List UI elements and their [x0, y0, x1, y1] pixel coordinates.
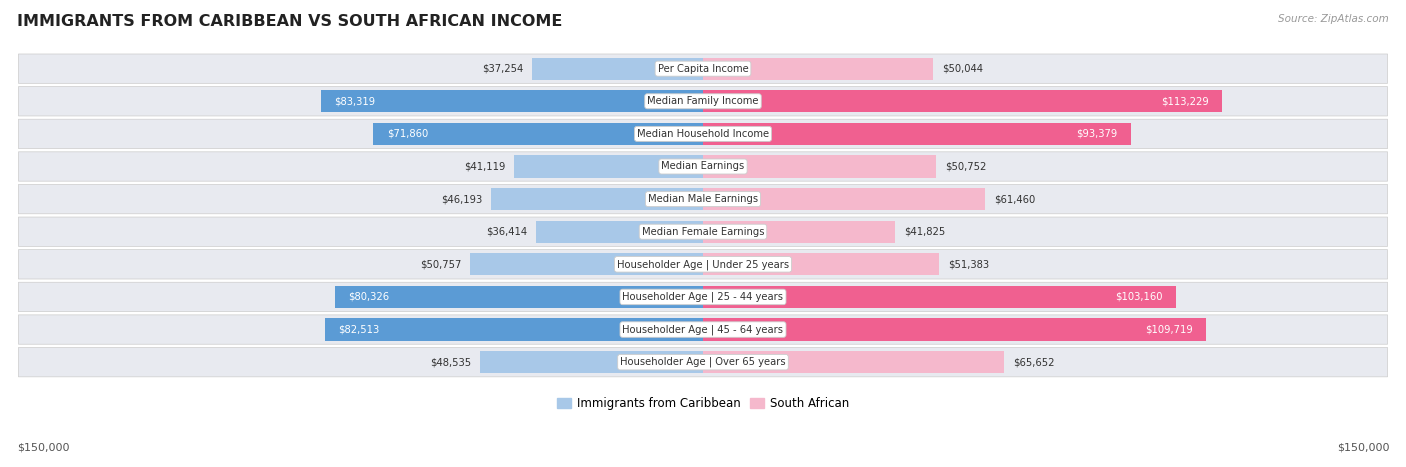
Bar: [703, 123, 1132, 145]
Bar: [335, 286, 703, 308]
Text: $150,000: $150,000: [1337, 443, 1389, 453]
Text: $80,326: $80,326: [349, 292, 389, 302]
FancyBboxPatch shape: [18, 119, 1388, 149]
Text: $109,719: $109,719: [1144, 325, 1192, 334]
Text: $82,513: $82,513: [339, 325, 380, 334]
Bar: [703, 57, 932, 80]
Bar: [536, 220, 703, 243]
Bar: [374, 123, 703, 145]
FancyBboxPatch shape: [18, 184, 1388, 214]
Bar: [703, 220, 894, 243]
FancyBboxPatch shape: [18, 86, 1388, 116]
Text: $103,160: $103,160: [1115, 292, 1163, 302]
Text: $113,229: $113,229: [1161, 96, 1209, 106]
Text: Per Capita Income: Per Capita Income: [658, 64, 748, 74]
Bar: [703, 318, 1206, 340]
Bar: [703, 286, 1177, 308]
Bar: [703, 156, 936, 177]
FancyBboxPatch shape: [18, 347, 1388, 377]
FancyBboxPatch shape: [18, 152, 1388, 181]
Text: Median Family Income: Median Family Income: [647, 96, 759, 106]
Text: $65,652: $65,652: [1014, 357, 1054, 367]
Text: $46,193: $46,193: [440, 194, 482, 204]
Text: Median Female Earnings: Median Female Earnings: [641, 226, 765, 237]
Bar: [703, 90, 1222, 113]
Bar: [321, 90, 703, 113]
Text: $50,752: $50,752: [945, 162, 987, 171]
Text: Householder Age | 45 - 64 years: Householder Age | 45 - 64 years: [623, 324, 783, 335]
Text: $36,414: $36,414: [485, 226, 527, 237]
Text: Median Male Earnings: Median Male Earnings: [648, 194, 758, 204]
Bar: [531, 57, 703, 80]
Text: $93,379: $93,379: [1076, 129, 1118, 139]
Text: $48,535: $48,535: [430, 357, 471, 367]
Text: Householder Age | Under 25 years: Householder Age | Under 25 years: [617, 259, 789, 269]
Text: $61,460: $61,460: [994, 194, 1035, 204]
Bar: [703, 253, 939, 276]
Text: $50,757: $50,757: [419, 259, 461, 269]
FancyBboxPatch shape: [18, 54, 1388, 83]
Bar: [703, 351, 1004, 373]
Text: IMMIGRANTS FROM CARIBBEAN VS SOUTH AFRICAN INCOME: IMMIGRANTS FROM CARIBBEAN VS SOUTH AFRIC…: [17, 14, 562, 29]
Bar: [325, 318, 703, 340]
Text: $41,119: $41,119: [464, 162, 505, 171]
Bar: [470, 253, 703, 276]
Bar: [515, 156, 703, 177]
FancyBboxPatch shape: [18, 217, 1388, 247]
Bar: [481, 351, 703, 373]
FancyBboxPatch shape: [18, 315, 1388, 344]
Legend: Immigrants from Caribbean, South African: Immigrants from Caribbean, South African: [553, 392, 853, 415]
Text: $50,044: $50,044: [942, 64, 983, 74]
Text: $71,860: $71,860: [387, 129, 429, 139]
Text: $150,000: $150,000: [17, 443, 69, 453]
FancyBboxPatch shape: [18, 250, 1388, 279]
Bar: [703, 188, 984, 210]
Text: Median Earnings: Median Earnings: [661, 162, 745, 171]
Text: $37,254: $37,254: [482, 64, 523, 74]
Text: $51,383: $51,383: [948, 259, 988, 269]
Text: Householder Age | Over 65 years: Householder Age | Over 65 years: [620, 357, 786, 368]
FancyBboxPatch shape: [18, 282, 1388, 311]
Text: Source: ZipAtlas.com: Source: ZipAtlas.com: [1278, 14, 1389, 24]
Bar: [491, 188, 703, 210]
Text: Median Household Income: Median Household Income: [637, 129, 769, 139]
Text: $83,319: $83,319: [335, 96, 375, 106]
Text: Householder Age | 25 - 44 years: Householder Age | 25 - 44 years: [623, 292, 783, 302]
Text: $41,825: $41,825: [904, 226, 945, 237]
